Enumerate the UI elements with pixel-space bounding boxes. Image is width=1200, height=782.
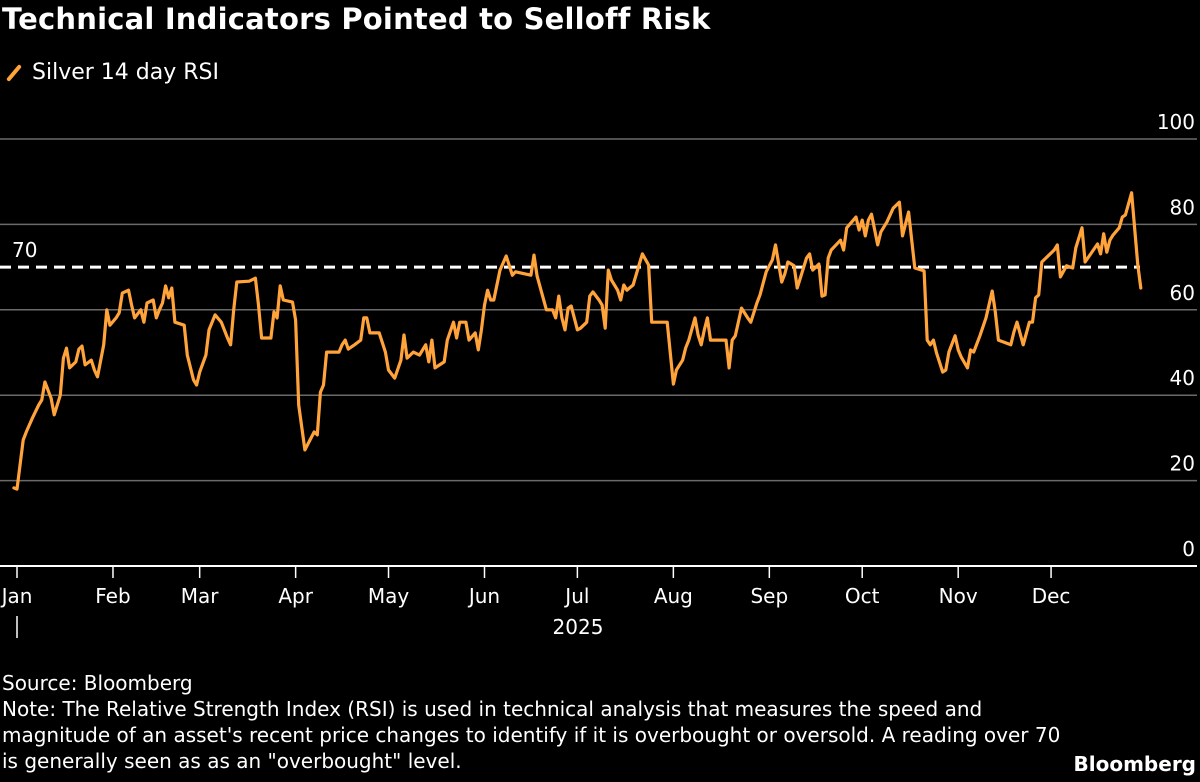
y-tick-label: 20	[1170, 452, 1195, 476]
x-tick-label: Sep	[750, 584, 788, 608]
y-tick-label: 80	[1170, 195, 1195, 219]
x-tick-label: Nov	[939, 584, 978, 608]
legend: Silver 14 day RSI	[2, 60, 219, 85]
series-line-silver-rsi	[12, 191, 1143, 491]
y-tick-label: 100	[1157, 110, 1195, 134]
chart-title: Technical Indicators Pointed to Selloff …	[2, 2, 711, 36]
x-tick-label: May	[368, 584, 410, 608]
y-tick-label: 40	[1170, 366, 1195, 390]
x-tick-label: Dec	[1032, 584, 1071, 608]
x-tick-label: Jan	[0, 584, 32, 608]
x-tick-label: Mar	[181, 584, 220, 608]
legend-label: Silver 14 day RSI	[32, 60, 219, 85]
reference-line-label: 70	[12, 238, 37, 262]
source-text: Source: Bloomberg	[2, 671, 193, 695]
x-tick-label: Feb	[95, 584, 130, 608]
x-tick-label: Jul	[563, 584, 589, 608]
x-tick-label: Oct	[845, 584, 880, 608]
y-tick-label: 60	[1170, 281, 1195, 305]
bloomberg-logo: Bloomberg	[1073, 752, 1196, 776]
note-text: Note: The Relative Strength Index (RSI) …	[2, 697, 1061, 773]
x-tick-label: Aug	[654, 584, 693, 608]
x-tick-label: Jun	[467, 584, 500, 608]
x-axis-year-label: 2025	[553, 615, 604, 639]
y-tick-label: 0	[1182, 537, 1195, 561]
x-tick-label: Apr	[278, 584, 313, 608]
